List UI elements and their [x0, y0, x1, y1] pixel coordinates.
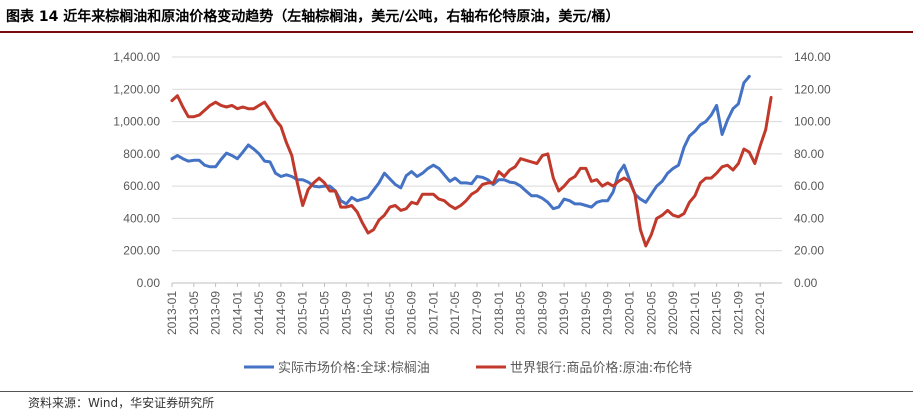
left-y-tick-label: 1,200.00	[113, 82, 160, 96]
left-y-tick-label: 400.00	[123, 211, 160, 225]
x-tick-label: 2017-05	[448, 291, 462, 335]
x-tick-label: 2020-09	[666, 291, 680, 335]
x-tick-label: 2018-05	[514, 291, 528, 335]
left-y-tick-label: 0.00	[137, 276, 161, 290]
x-tick-label: 2014-01	[230, 291, 244, 335]
x-axis: 2013-01 2013-05 2013-09 2014-01 2014-05 2014-…	[165, 283, 767, 335]
x-tick-label: 2021-05	[710, 291, 724, 335]
left-y-tick-label: 1,400.00	[113, 50, 160, 64]
left-y-tick-label: 1,000.00	[113, 115, 160, 129]
x-tick-label: 2018-01	[492, 291, 506, 335]
x-tick-label: 2020-01	[623, 291, 637, 335]
x-tick-label: 2016-01	[361, 291, 375, 335]
right-y-tick-label: 0.00	[794, 276, 818, 290]
x-tick-label: 2019-09	[601, 291, 615, 335]
left-y-axis: 0.00 200.00 400.00 600.00 800.00 1,000.00 1,20…	[113, 50, 160, 290]
right-y-tick-label: 80.00	[794, 147, 824, 161]
x-tick-label: 2015-05	[318, 291, 332, 335]
legend: 实际市场价格:全球:棕榈油 世界银行:商品价格:原油:布伦特	[244, 360, 692, 376]
source-note: 资料来源：Wind，华安证券研究所	[28, 396, 215, 410]
chart-title: 图表 14 近年来棕榈油和原油价格变动趋势（左轴棕榈油，美元/公吨，右轴布伦特原…	[6, 9, 620, 25]
x-tick-label: 2018-09	[535, 291, 549, 335]
left-y-tick-label: 200.00	[123, 244, 160, 258]
x-tick-label: 2015-01	[296, 291, 310, 335]
right-y-tick-label: 140.00	[794, 50, 831, 64]
brent-crude-series-line	[170, 94, 773, 248]
x-tick-label: 2021-01	[688, 291, 702, 335]
right-y-tick-label: 20.00	[794, 244, 824, 258]
x-tick-label: 2013-01	[165, 291, 179, 335]
right-y-tick-label: 40.00	[794, 211, 824, 225]
x-tick-label: 2017-09	[470, 291, 484, 335]
title-divider	[0, 31, 913, 33]
x-tick-label: 2013-09	[209, 291, 223, 335]
x-tick-label: 2017-01	[426, 291, 440, 335]
x-tick-label: 2016-09	[405, 291, 419, 335]
x-tick-label: 2014-05	[252, 291, 266, 335]
x-tick-label: 2021-09	[731, 291, 745, 335]
right-y-tick-label: 120.00	[794, 82, 831, 96]
x-tick-label: 2020-05	[644, 291, 658, 335]
x-tick-label: 2019-01	[557, 291, 571, 335]
x-tick-label: 2022-01	[753, 291, 767, 335]
legend-label-palm-oil: 实际市场价格:全球:棕榈油	[278, 360, 430, 376]
series-lines	[170, 74, 773, 248]
left-y-tick-label: 600.00	[123, 179, 160, 193]
x-tick-label: 2016-05	[383, 291, 397, 335]
dual-axis-line-chart: 0.00 200.00 400.00 600.00 800.00 1,000.00 1,20…	[113, 50, 831, 376]
right-y-tick-label: 60.00	[794, 179, 824, 193]
x-tick-label: 2019-05	[579, 291, 593, 335]
left-y-tick-label: 800.00	[123, 147, 160, 161]
right-y-axis: 0.00 20.00 40.00 60.00 80.00 100.00 120.00 140.…	[794, 50, 831, 290]
x-tick-label: 2015-09	[339, 291, 353, 335]
x-tick-label: 2013-05	[187, 291, 201, 335]
palm-oil-series-line	[170, 74, 751, 211]
x-tick-label: 2014-09	[274, 291, 288, 335]
legend-label-brent: 世界银行:商品价格:原油:布伦特	[510, 360, 692, 376]
right-y-tick-label: 100.00	[794, 115, 831, 129]
footer-divider	[0, 391, 913, 392]
gridlines	[172, 56, 782, 252]
